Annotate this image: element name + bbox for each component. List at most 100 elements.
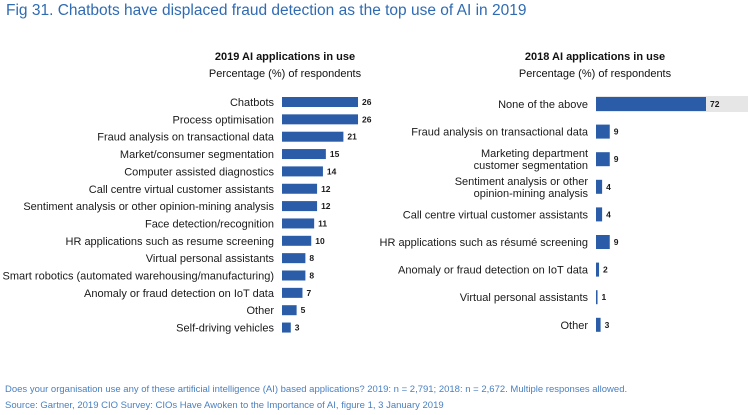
bar bbox=[282, 149, 326, 160]
bar bbox=[282, 305, 297, 316]
bar bbox=[282, 114, 359, 125]
bar bbox=[282, 270, 306, 281]
bar bbox=[282, 322, 291, 333]
value-label: 26 bbox=[362, 97, 372, 107]
value-label: 12 bbox=[321, 184, 331, 194]
value-label: 5 bbox=[301, 305, 306, 315]
chart-2018-subtitle: Percentage (%) of respondents bbox=[518, 68, 672, 80]
category-label-line: Sentiment analysis or other opinion-mini… bbox=[23, 201, 274, 213]
figure-title: Fig 31. Chatbots have displaced fraud de… bbox=[6, 2, 527, 19]
category-label-line: Virtual personal assistants bbox=[460, 292, 589, 304]
category-label: Market/consumer segmentation bbox=[120, 149, 274, 161]
chart-2019-subtitle: Percentage (%) of respondents bbox=[208, 68, 362, 80]
category-label: Sentiment analysis or other opinion-minin… bbox=[455, 176, 589, 200]
bar bbox=[596, 124, 610, 139]
category-label-line: Computer assisted diagnostics bbox=[124, 166, 274, 178]
bar bbox=[282, 287, 303, 298]
category-label: Face detection/recognition bbox=[145, 218, 274, 230]
category-label: Self-driving vehicles bbox=[176, 323, 274, 335]
category-label: HR applications such as resume screening bbox=[66, 236, 275, 248]
value-label: 4 bbox=[606, 209, 611, 219]
bar bbox=[282, 218, 315, 229]
category-label: Fraud analysis on transactional data bbox=[411, 127, 589, 139]
category-label: None of the above bbox=[498, 99, 588, 111]
category-label-line: opinion-mining analysis bbox=[474, 188, 589, 200]
value-label: 4 bbox=[606, 182, 611, 192]
value-label: 9 bbox=[614, 237, 619, 247]
bar bbox=[596, 235, 610, 249]
value-label: 9 bbox=[614, 154, 619, 164]
value-label: 26 bbox=[362, 114, 372, 124]
value-label: 14 bbox=[327, 166, 337, 176]
bar bbox=[596, 152, 610, 167]
category-label: Computer assisted diagnostics bbox=[124, 166, 274, 178]
category-label-line: Other bbox=[246, 305, 274, 317]
bar bbox=[596, 179, 603, 194]
value-label: 2 bbox=[603, 265, 608, 275]
chart-2019: Chatbots 26 Process optimisation 26 Fraud an… bbox=[3, 97, 372, 335]
category-label-line: customer segmentation bbox=[474, 160, 588, 172]
category-label: Virtual personal assistants bbox=[146, 253, 275, 265]
category-label-line: Process optimisation bbox=[173, 114, 275, 126]
value-label: 1 bbox=[602, 292, 607, 302]
category-label: Chatbots bbox=[230, 97, 275, 109]
value-label: 12 bbox=[321, 201, 331, 211]
value-label: 7 bbox=[306, 288, 311, 298]
bar bbox=[282, 166, 323, 177]
category-label-line: Marketing department bbox=[481, 148, 588, 160]
category-label-line: Self-driving vehicles bbox=[176, 323, 274, 335]
bar bbox=[282, 253, 306, 264]
category-label-line: Sentiment analysis or other bbox=[455, 176, 589, 188]
bar bbox=[282, 201, 318, 212]
category-label-line: Other bbox=[560, 320, 588, 332]
category-label: HR applications such as résumé screening bbox=[380, 237, 589, 249]
value-label: 9 bbox=[614, 127, 619, 137]
category-label-line: Fraud analysis on transactional data bbox=[411, 127, 589, 139]
category-label-line: Call centre virtual customer assistants bbox=[89, 184, 275, 196]
category-label-line: None of the above bbox=[498, 99, 588, 111]
footnote: Does your organisation use any of these … bbox=[5, 384, 628, 395]
bar bbox=[596, 317, 601, 332]
bar bbox=[596, 207, 603, 222]
category-label: Sentiment analysis or other opinion-mini… bbox=[23, 201, 274, 213]
value-label: 3 bbox=[605, 320, 610, 330]
bar bbox=[596, 97, 706, 111]
category-label-line: Market/consumer segmentation bbox=[120, 149, 274, 161]
category-label-line: Anomaly or fraud detection on IoT data bbox=[398, 265, 589, 277]
value-label: 15 bbox=[330, 149, 340, 159]
category-label: Call centre virtual customer assistants bbox=[89, 184, 275, 196]
value-label: 11 bbox=[318, 218, 327, 228]
bar bbox=[596, 262, 600, 277]
chart-2018: None of the above 72 Fraud analysis on tra… bbox=[380, 96, 748, 332]
bar bbox=[596, 290, 598, 305]
category-label-line: Anomaly or fraud detection on IoT data bbox=[84, 288, 275, 300]
category-label-line: Fraud analysis on transactional data bbox=[97, 132, 275, 144]
value-label: 10 bbox=[315, 236, 325, 246]
value-label: 72 bbox=[710, 99, 720, 109]
category-label-line: Chatbots bbox=[230, 97, 275, 109]
value-label: 21 bbox=[347, 132, 357, 142]
category-label: Anomaly or fraud detection on IoT data bbox=[398, 265, 589, 277]
value-label: 3 bbox=[295, 323, 300, 333]
category-label-line: HR applications such as résumé screening bbox=[380, 237, 589, 249]
category-label-line: Smart robotics (automated warehousing/ma… bbox=[3, 271, 274, 283]
bar bbox=[282, 235, 312, 246]
category-label: Anomaly or fraud detection on IoT data bbox=[84, 288, 275, 300]
bar bbox=[282, 131, 344, 142]
category-label-line: Call centre virtual customer assistants bbox=[403, 209, 589, 221]
category-label: Process optimisation bbox=[173, 114, 275, 126]
category-label: Call centre virtual customer assistants bbox=[403, 209, 589, 221]
bar bbox=[282, 183, 318, 194]
category-label-line: Virtual personal assistants bbox=[146, 253, 275, 265]
category-label: Other bbox=[246, 305, 274, 317]
value-label: 8 bbox=[309, 271, 314, 281]
chart-2018-title: 2018 AI applications in use bbox=[524, 51, 666, 63]
bar bbox=[282, 97, 359, 107]
source-note: Source: Gartner, 2019 CIO Survey: CIOs H… bbox=[5, 400, 444, 411]
category-label: Marketing department customer segmentatio… bbox=[474, 148, 588, 172]
category-label-line: Face detection/recognition bbox=[145, 218, 274, 230]
category-label: Virtual personal assistants bbox=[460, 292, 589, 304]
chart-2019-title: 2019 AI applications in use bbox=[214, 51, 356, 63]
category-label: Smart robotics (automated warehousing/ma… bbox=[3, 271, 274, 283]
category-label: Fraud analysis on transactional data bbox=[97, 132, 275, 144]
